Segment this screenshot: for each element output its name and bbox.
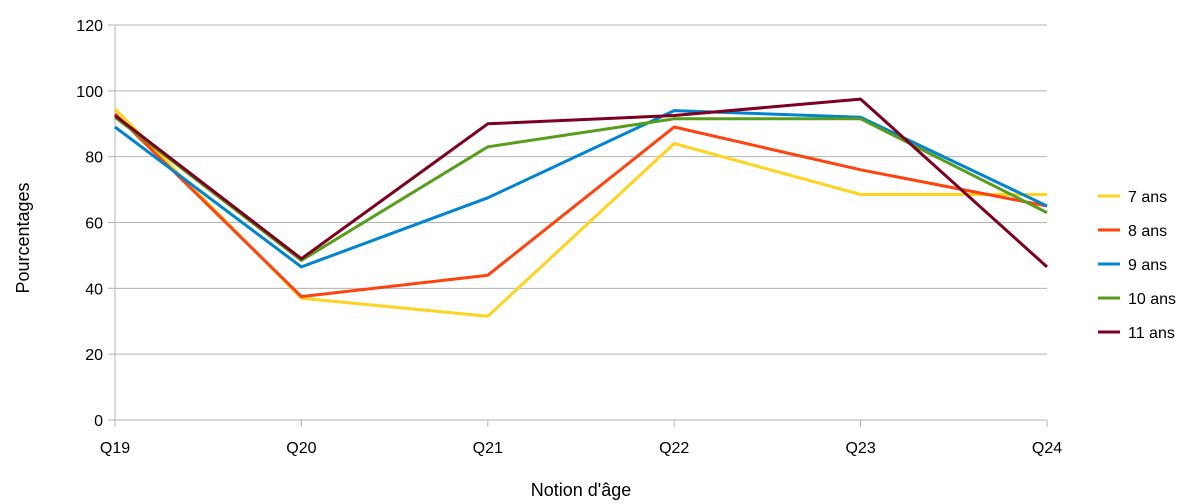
series-line-8-ans [113, 112, 1048, 299]
legend-label: 8 ans [1128, 223, 1167, 240]
x-tick-label: Q24 [1032, 440, 1062, 457]
x-tick-label: Q19 [100, 440, 130, 457]
y-tick-label: 120 [76, 18, 103, 35]
y-axis-title: Pourcentages [13, 182, 33, 293]
x-tick-label: Q23 [845, 440, 875, 457]
legend-label: 10 ans [1128, 291, 1176, 308]
y-axis-tick-labels: 0 20 40 60 80 100 120 [76, 18, 103, 430]
y-tick-label: 100 [76, 84, 103, 101]
gridlines [115, 24, 1047, 355]
y-tick-label: 80 [85, 150, 103, 167]
x-tick-label: Q22 [659, 440, 689, 457]
data-series [113, 97, 1049, 318]
x-tick-label: Q21 [473, 440, 503, 457]
x-tick-label: Q20 [286, 440, 316, 457]
legend-label: 11 ans [1128, 325, 1175, 342]
legend-label: 9 ans [1128, 257, 1167, 274]
y-tick-label: 20 [85, 347, 103, 364]
y-tick-label: 40 [85, 281, 103, 298]
x-axis-title: Notion d'âge [531, 480, 632, 500]
y-tick-label: 0 [94, 413, 103, 430]
legend: 7 ans 8 ans 9 ans 10 ans 11 ans [1098, 189, 1176, 342]
series-line-9-ans [114, 109, 1048, 269]
legend-label: 7 ans [1128, 189, 1167, 206]
series-line-11-ans [114, 97, 1049, 269]
y-tick-label: 60 [85, 216, 103, 233]
x-axis-tick-labels: Q19 Q20 Q21 Q22 Q23 Q24 [100, 440, 1062, 457]
axes [108, 24, 1048, 427]
